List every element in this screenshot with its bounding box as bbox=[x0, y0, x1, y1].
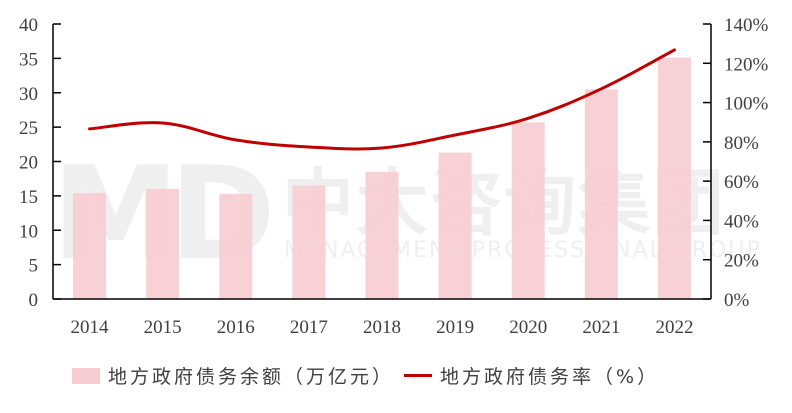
left-tick-label: 15 bbox=[19, 187, 38, 208]
right-tick-label: 60% bbox=[724, 172, 759, 193]
x-tick-label: 2017 bbox=[290, 317, 328, 338]
right-tick-label: 20% bbox=[724, 251, 759, 272]
bar-2018 bbox=[365, 171, 399, 299]
x-tick-label: 2014 bbox=[71, 317, 110, 338]
bar-2014 bbox=[73, 193, 107, 299]
bar-series bbox=[73, 57, 691, 299]
line-series bbox=[88, 48, 676, 151]
left-tick-label: 35 bbox=[19, 49, 38, 70]
legend: 地方政府债务余额（万亿元） 地方政府债务率（%） bbox=[72, 362, 659, 389]
tick-labels: 0 5 10 15 20 25 30 35 40 0% 20% 40% 60% 80% 100% 120% 14… bbox=[19, 15, 769, 338]
watermark-cn: 中大咨询集团 bbox=[282, 161, 726, 245]
left-tick-label: 10 bbox=[19, 221, 38, 242]
x-tick-label: 2021 bbox=[582, 317, 620, 338]
right-tick-label: 120% bbox=[724, 54, 769, 75]
bar-2022 bbox=[657, 57, 691, 299]
bar-2016 bbox=[219, 193, 253, 299]
left-tick-label: 0 bbox=[29, 290, 39, 311]
right-tick-label: 100% bbox=[724, 94, 769, 115]
bar-2015 bbox=[146, 189, 180, 299]
left-tick-label: 40 bbox=[19, 15, 38, 36]
right-tick-label: 140% bbox=[724, 15, 769, 36]
x-tick-label: 2015 bbox=[144, 317, 182, 338]
bar-2017 bbox=[292, 185, 326, 299]
left-tick-label: 30 bbox=[19, 84, 38, 105]
axes bbox=[52, 23, 712, 300]
right-tick-label: 0% bbox=[724, 290, 750, 311]
bar-2020 bbox=[511, 122, 545, 299]
left-tick-label: 25 bbox=[19, 118, 38, 139]
legend-line-swatch bbox=[404, 374, 433, 377]
right-tick-label: 40% bbox=[724, 211, 759, 232]
bar-2021 bbox=[584, 89, 618, 299]
legend-line-label: 地方政府债务率（%） bbox=[440, 366, 660, 388]
right-tick-label: 80% bbox=[724, 133, 759, 154]
x-tick-label: 2018 bbox=[363, 317, 401, 338]
bar-2019 bbox=[438, 152, 472, 299]
legend-bar-label: 地方政府债务余额（万亿元） bbox=[108, 366, 395, 388]
left-tick-label: 5 bbox=[29, 256, 39, 277]
left-tick-label: 20 bbox=[19, 153, 38, 174]
legend-bar-swatch bbox=[72, 367, 100, 384]
x-tick-label: 2020 bbox=[509, 317, 547, 338]
x-tick-label: 2016 bbox=[217, 317, 255, 338]
x-tick-label: 2019 bbox=[436, 317, 474, 338]
x-tick-label: 2022 bbox=[655, 317, 693, 338]
